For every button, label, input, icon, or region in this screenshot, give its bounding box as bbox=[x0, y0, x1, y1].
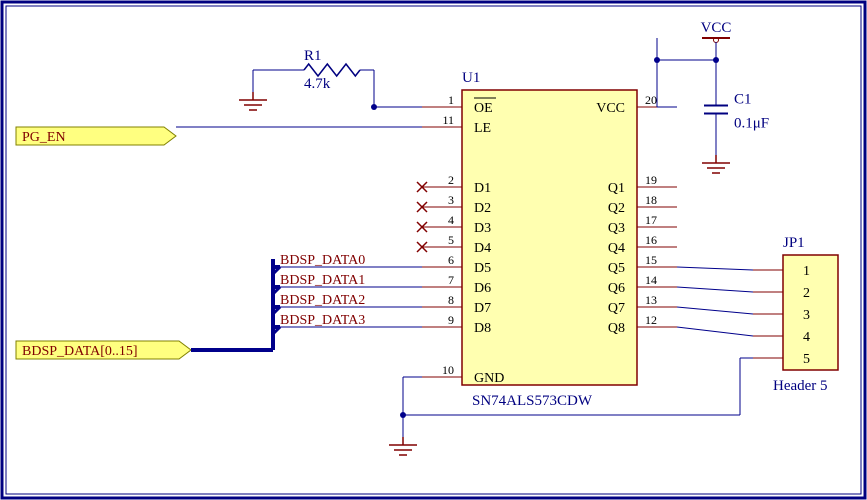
svg-text:VCC: VCC bbox=[596, 101, 625, 116]
svg-text:R1: R1 bbox=[304, 48, 322, 64]
svg-text:9: 9 bbox=[448, 313, 454, 327]
svg-text:BDSP_DATA0: BDSP_DATA0 bbox=[280, 253, 365, 268]
svg-text:Q2: Q2 bbox=[608, 201, 625, 216]
svg-text:7: 7 bbox=[448, 273, 454, 287]
svg-text:Q1: Q1 bbox=[608, 181, 625, 196]
svg-text:D8: D8 bbox=[474, 321, 491, 336]
svg-text:0.1μF: 0.1μF bbox=[734, 116, 769, 132]
svg-text:4: 4 bbox=[803, 330, 810, 345]
header-jp1 bbox=[783, 255, 838, 370]
svg-text:LE: LE bbox=[474, 121, 491, 136]
svg-text:GND: GND bbox=[474, 371, 504, 386]
svg-text:10: 10 bbox=[442, 363, 454, 377]
svg-text:Q3: Q3 bbox=[608, 221, 625, 236]
svg-text:JP1: JP1 bbox=[783, 235, 805, 251]
svg-text:D4: D4 bbox=[474, 241, 491, 256]
svg-text:Q7: Q7 bbox=[608, 301, 625, 316]
svg-text:VCC: VCC bbox=[701, 20, 732, 36]
svg-text:Q4: Q4 bbox=[608, 241, 625, 256]
svg-text:Q6: Q6 bbox=[608, 281, 625, 296]
svg-text:4: 4 bbox=[448, 213, 454, 227]
svg-text:U1: U1 bbox=[462, 70, 480, 86]
svg-text:BDSP_DATA3: BDSP_DATA3 bbox=[280, 313, 365, 328]
svg-text:15: 15 bbox=[645, 253, 657, 267]
svg-text:5: 5 bbox=[803, 352, 810, 367]
svg-text:Q8: Q8 bbox=[608, 321, 625, 336]
svg-text:D5: D5 bbox=[474, 261, 491, 276]
svg-text:17: 17 bbox=[645, 213, 657, 227]
svg-text:11: 11 bbox=[442, 113, 454, 127]
svg-text:OE: OE bbox=[474, 101, 493, 116]
svg-text:14: 14 bbox=[645, 273, 657, 287]
svg-text:D3: D3 bbox=[474, 221, 491, 236]
svg-text:19: 19 bbox=[645, 173, 657, 187]
svg-text:PG_EN: PG_EN bbox=[22, 130, 66, 145]
svg-text:SN74ALS573CDW: SN74ALS573CDW bbox=[472, 393, 593, 409]
svg-text:8: 8 bbox=[448, 293, 454, 307]
svg-text:4.7k: 4.7k bbox=[304, 76, 331, 92]
svg-text:20: 20 bbox=[645, 93, 657, 107]
svg-text:D7: D7 bbox=[474, 301, 491, 316]
svg-text:Header 5: Header 5 bbox=[773, 378, 828, 394]
svg-text:1: 1 bbox=[448, 93, 454, 107]
svg-text:16: 16 bbox=[645, 233, 657, 247]
svg-text:3: 3 bbox=[448, 193, 454, 207]
svg-text:Q5: Q5 bbox=[608, 261, 625, 276]
svg-text:13: 13 bbox=[645, 293, 657, 307]
svg-text:18: 18 bbox=[645, 193, 657, 207]
svg-text:2: 2 bbox=[448, 173, 454, 187]
svg-text:5: 5 bbox=[448, 233, 454, 247]
svg-text:BDSP_DATA[0..15]: BDSP_DATA[0..15] bbox=[22, 344, 138, 359]
svg-text:D6: D6 bbox=[474, 281, 491, 296]
svg-text:3: 3 bbox=[803, 308, 810, 323]
svg-text:C1: C1 bbox=[734, 92, 752, 108]
svg-text:BDSP_DATA2: BDSP_DATA2 bbox=[280, 293, 365, 308]
svg-text:2: 2 bbox=[803, 286, 810, 301]
svg-text:1: 1 bbox=[803, 264, 810, 279]
svg-text:6: 6 bbox=[448, 253, 454, 267]
svg-text:BDSP_DATA1: BDSP_DATA1 bbox=[280, 273, 365, 288]
svg-text:12: 12 bbox=[645, 313, 657, 327]
svg-text:D1: D1 bbox=[474, 181, 491, 196]
svg-text:D2: D2 bbox=[474, 201, 491, 216]
